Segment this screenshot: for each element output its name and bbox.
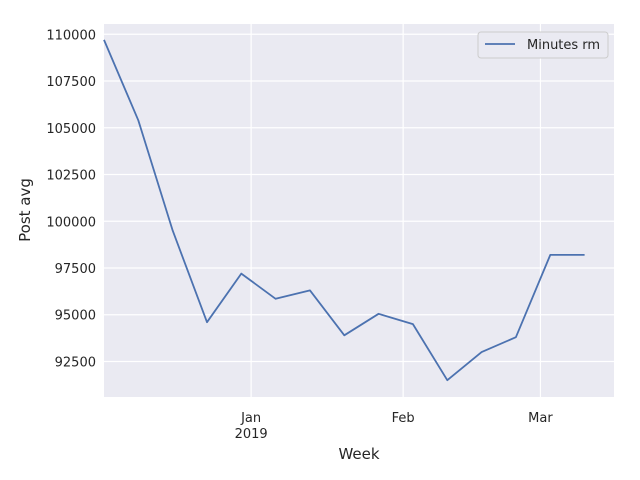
y-tick-label: 100000 — [46, 215, 96, 230]
x-tick-sublabel: 2019 — [235, 427, 268, 442]
grid — [104, 24, 614, 397]
y-axis-label: Post avg — [16, 178, 34, 242]
y-tick-label: 92500 — [55, 355, 96, 370]
legend-label: Minutes rm — [527, 38, 600, 53]
y-tick-label: 107500 — [46, 75, 96, 90]
x-axis-label: Week — [338, 445, 379, 463]
x-tick-label: Mar — [528, 411, 553, 426]
series-layer — [103, 39, 585, 382]
y-axis-ticks: 92500 95000 97500 100000 102500 105000 107500 1… — [46, 28, 96, 370]
y-tick-label: 105000 — [46, 122, 96, 137]
plot-background — [104, 24, 614, 397]
y-tick-label: 110000 — [46, 28, 96, 43]
x-tick-label: Feb — [392, 411, 415, 426]
y-tick-label: 95000 — [55, 309, 96, 324]
legend: Minutes rm — [477, 31, 609, 59]
series-line-0 — [103, 39, 585, 382]
x-tick-label: Jan — [240, 411, 261, 426]
legend-box — [477, 31, 609, 59]
y-tick-label: 97500 — [55, 262, 96, 277]
y-tick-label: 102500 — [46, 169, 96, 184]
